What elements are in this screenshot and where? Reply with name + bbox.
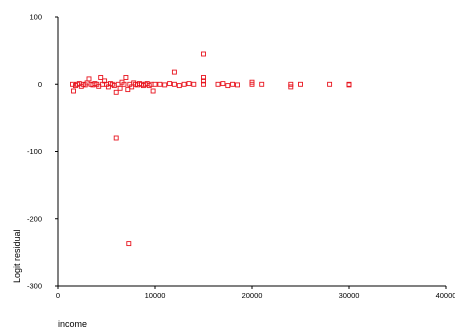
- data-point: [298, 81, 303, 87]
- x-tick-label: 20000: [242, 291, 263, 300]
- data-point: [186, 81, 192, 87]
- data-point: [86, 76, 92, 82]
- data-point: [117, 85, 123, 91]
- data-point: [201, 78, 206, 84]
- data-point: [125, 87, 131, 93]
- data-point: [235, 82, 240, 88]
- data-point: [171, 69, 177, 75]
- data-point: [346, 82, 352, 88]
- y-tick-label: -200: [27, 214, 42, 223]
- data-point: [225, 83, 231, 89]
- plot-background: [58, 17, 446, 286]
- data-point: [150, 88, 156, 94]
- data-point: [157, 81, 163, 87]
- data-point: [70, 81, 75, 87]
- data-point: [176, 83, 182, 89]
- data-point: [181, 81, 187, 87]
- data-point: [249, 79, 255, 85]
- data-point: [259, 81, 265, 87]
- plot-area: [57, 17, 446, 287]
- data-point: [121, 81, 127, 87]
- data-points: [70, 51, 352, 247]
- data-point: [288, 84, 294, 90]
- y-axis-title: Logit residual: [12, 229, 22, 283]
- data-point: [126, 241, 132, 247]
- data-point: [71, 88, 76, 94]
- x-tick-label: 0: [56, 291, 60, 300]
- data-point: [230, 81, 236, 87]
- y-tick-label: 100: [29, 13, 42, 22]
- data-point: [152, 81, 158, 87]
- data-point: [113, 89, 119, 95]
- data-point: [201, 81, 206, 87]
- x-tick-label: 10000: [145, 291, 166, 300]
- data-point: [162, 82, 168, 88]
- data-point: [327, 81, 333, 87]
- y-tick-label: -100: [27, 147, 42, 156]
- data-point: [201, 75, 206, 80]
- x-axis-ticks: 0 10000 20000 30000 40000: [56, 286, 455, 300]
- data-point: [191, 81, 197, 87]
- data-point: [220, 81, 226, 87]
- y-tick-label: -300: [27, 282, 42, 291]
- data-point: [215, 81, 221, 87]
- y-axis-ticks: 100 0 -100 -200 -300: [27, 13, 58, 291]
- data-point: [288, 81, 294, 87]
- data-point: [171, 81, 177, 87]
- data-point: [123, 75, 129, 80]
- x-tick-label: 40000: [436, 291, 455, 300]
- data-point: [201, 51, 206, 57]
- x-tick-label: 30000: [339, 291, 360, 300]
- y-tick-label: 0: [38, 80, 42, 89]
- data-point: [98, 75, 104, 80]
- data-point: [167, 81, 173, 87]
- data-point: [113, 135, 119, 141]
- x-axis-title: income: [58, 319, 87, 329]
